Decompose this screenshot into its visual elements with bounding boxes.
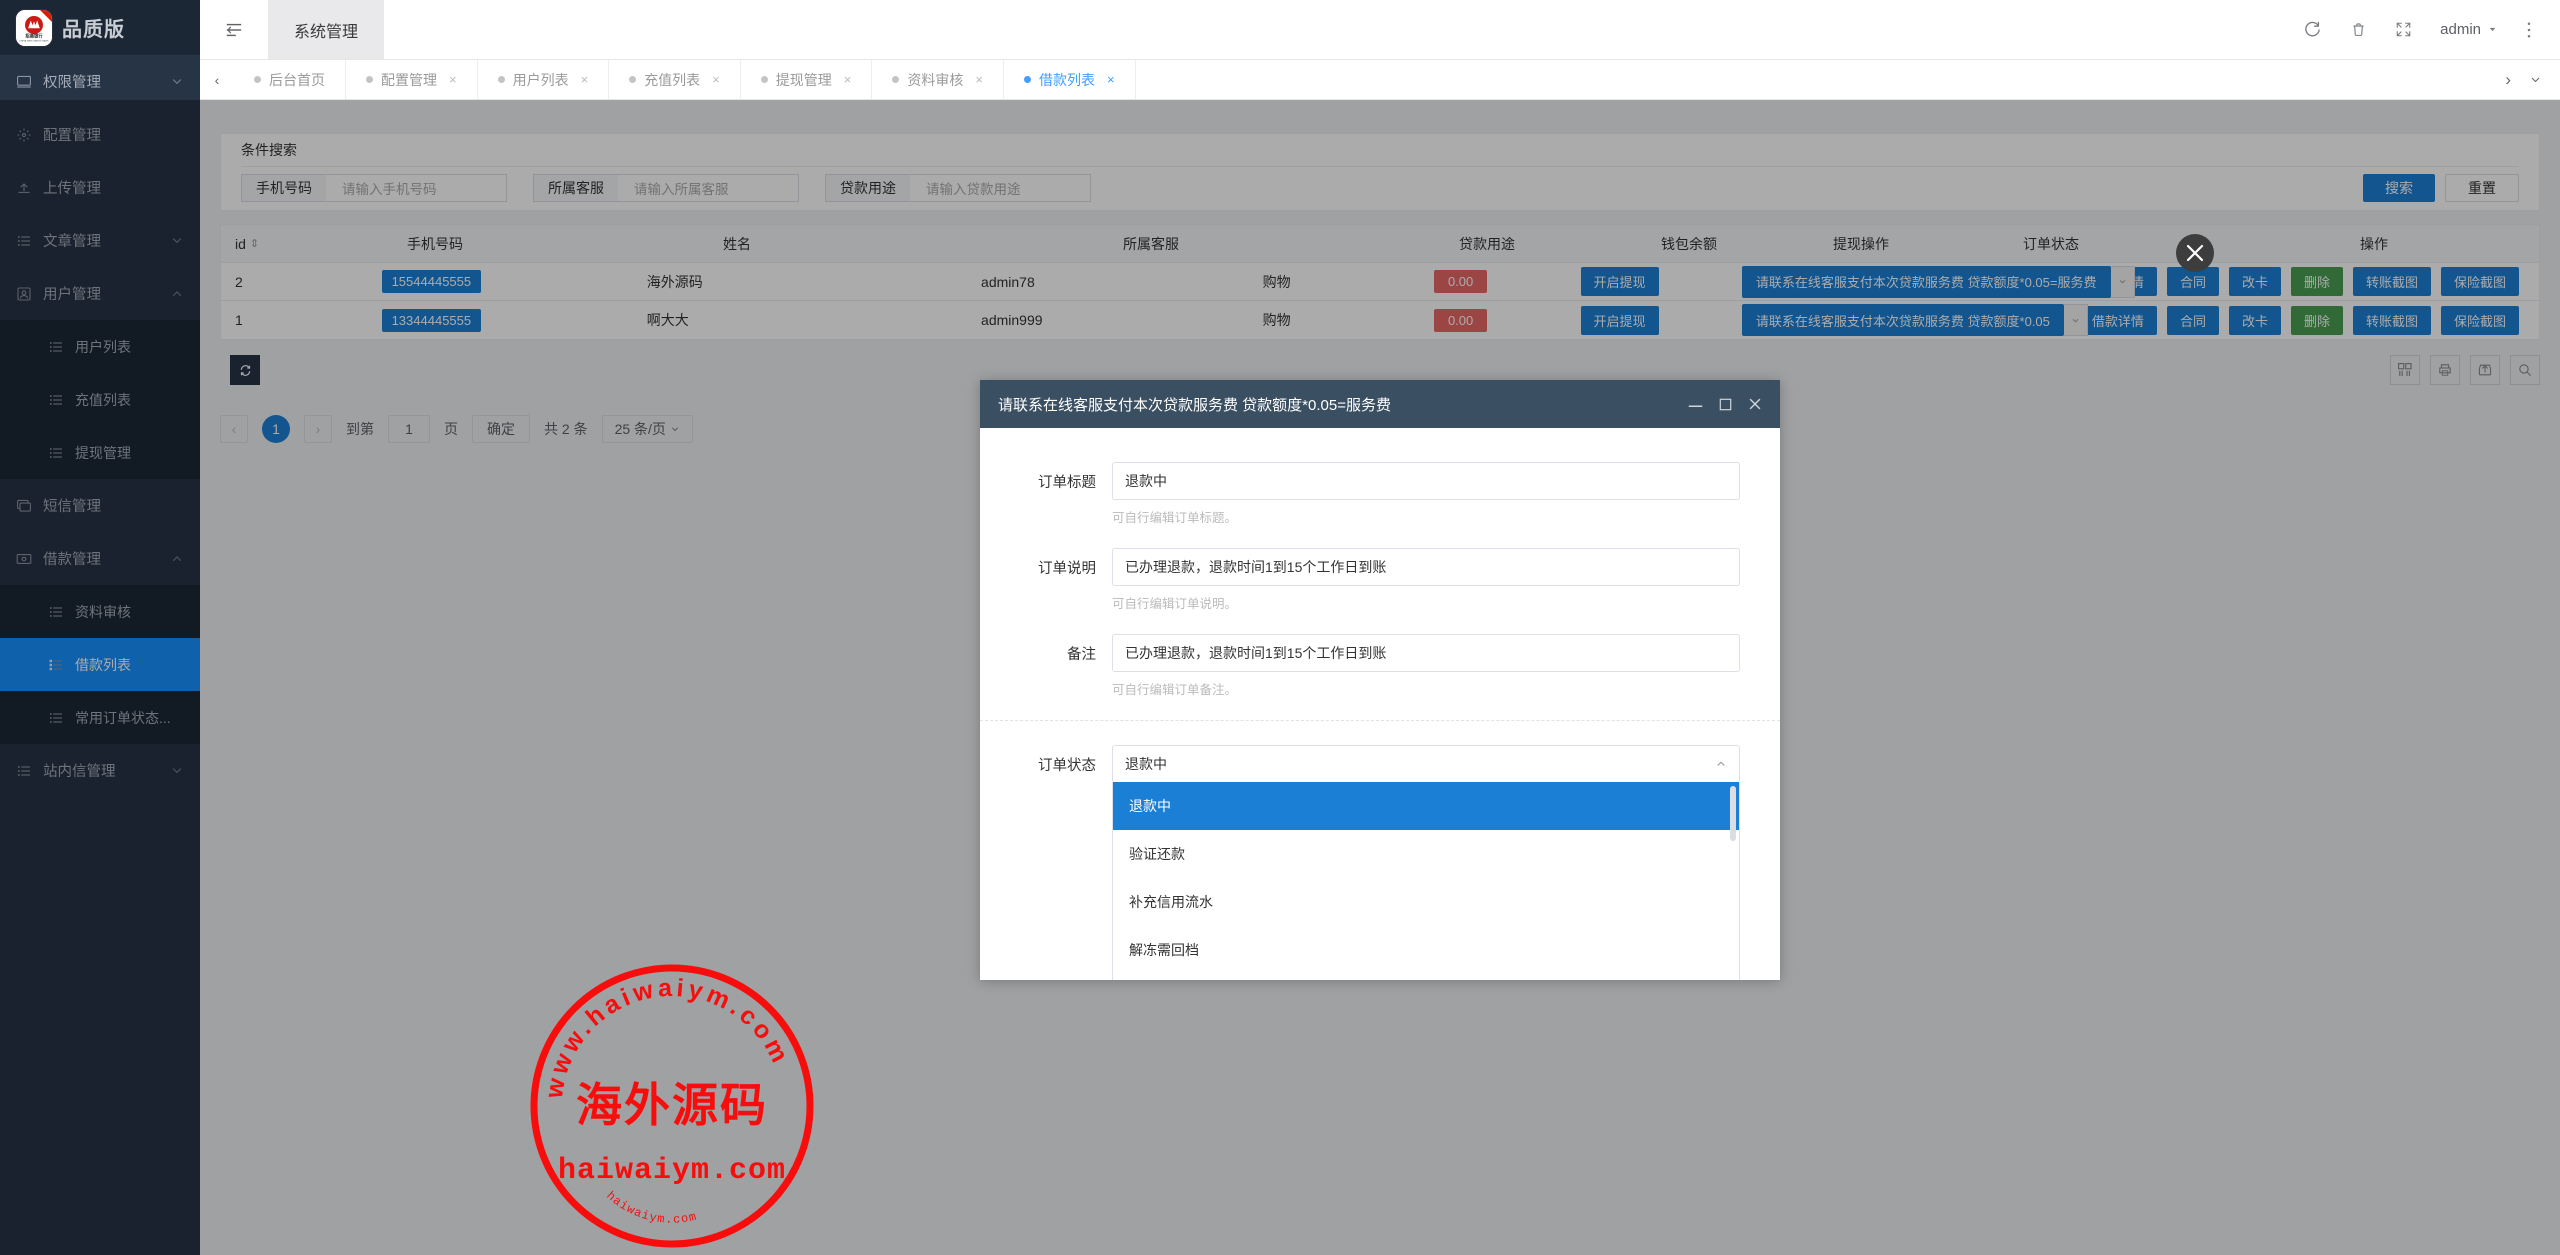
svg-text:haiwaiym.com: haiwaiym.com xyxy=(604,1189,699,1227)
svg-text:haiwaiym.com: haiwaiym.com xyxy=(558,1154,786,1188)
svg-text:招商银行: 招商银行 xyxy=(25,32,43,39)
svg-text:海外源码: 海外源码 xyxy=(576,1079,768,1131)
svg-text:CHINA MERCHANTS BANK: CHINA MERCHANTS BANK xyxy=(19,39,49,42)
